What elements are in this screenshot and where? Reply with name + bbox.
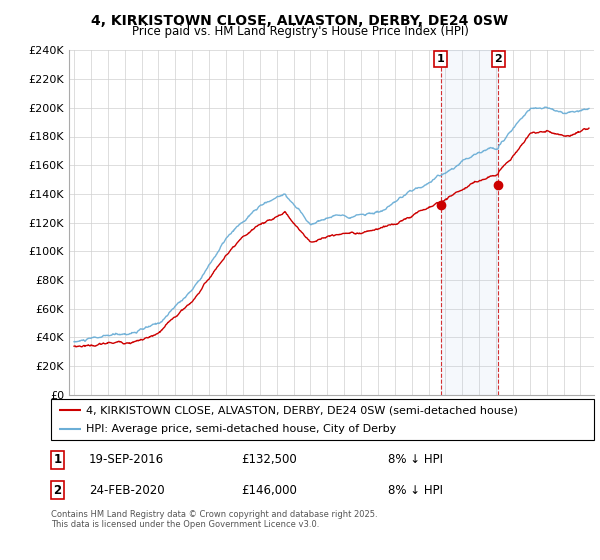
Bar — [441, 50, 498, 395]
Text: £146,000: £146,000 — [241, 484, 297, 497]
Text: 19-SEP-2016: 19-SEP-2016 — [89, 453, 164, 466]
Text: 8% ↓ HPI: 8% ↓ HPI — [388, 484, 443, 497]
Text: HPI: Average price, semi-detached house, City of Derby: HPI: Average price, semi-detached house,… — [86, 424, 397, 433]
Text: 1: 1 — [437, 54, 445, 64]
FancyBboxPatch shape — [51, 399, 594, 440]
Text: 24-FEB-2020: 24-FEB-2020 — [89, 484, 164, 497]
Text: 2: 2 — [53, 484, 62, 497]
Text: £132,500: £132,500 — [241, 453, 297, 466]
Text: 4, KIRKISTOWN CLOSE, ALVASTON, DERBY, DE24 0SW: 4, KIRKISTOWN CLOSE, ALVASTON, DERBY, DE… — [91, 14, 509, 28]
Text: Price paid vs. HM Land Registry's House Price Index (HPI): Price paid vs. HM Land Registry's House … — [131, 25, 469, 38]
Text: 4, KIRKISTOWN CLOSE, ALVASTON, DERBY, DE24 0SW (semi-detached house): 4, KIRKISTOWN CLOSE, ALVASTON, DERBY, DE… — [86, 405, 518, 415]
Text: Contains HM Land Registry data © Crown copyright and database right 2025.
This d: Contains HM Land Registry data © Crown c… — [51, 510, 377, 529]
Text: 8% ↓ HPI: 8% ↓ HPI — [388, 453, 443, 466]
Text: 1: 1 — [53, 453, 62, 466]
Text: 2: 2 — [494, 54, 502, 64]
